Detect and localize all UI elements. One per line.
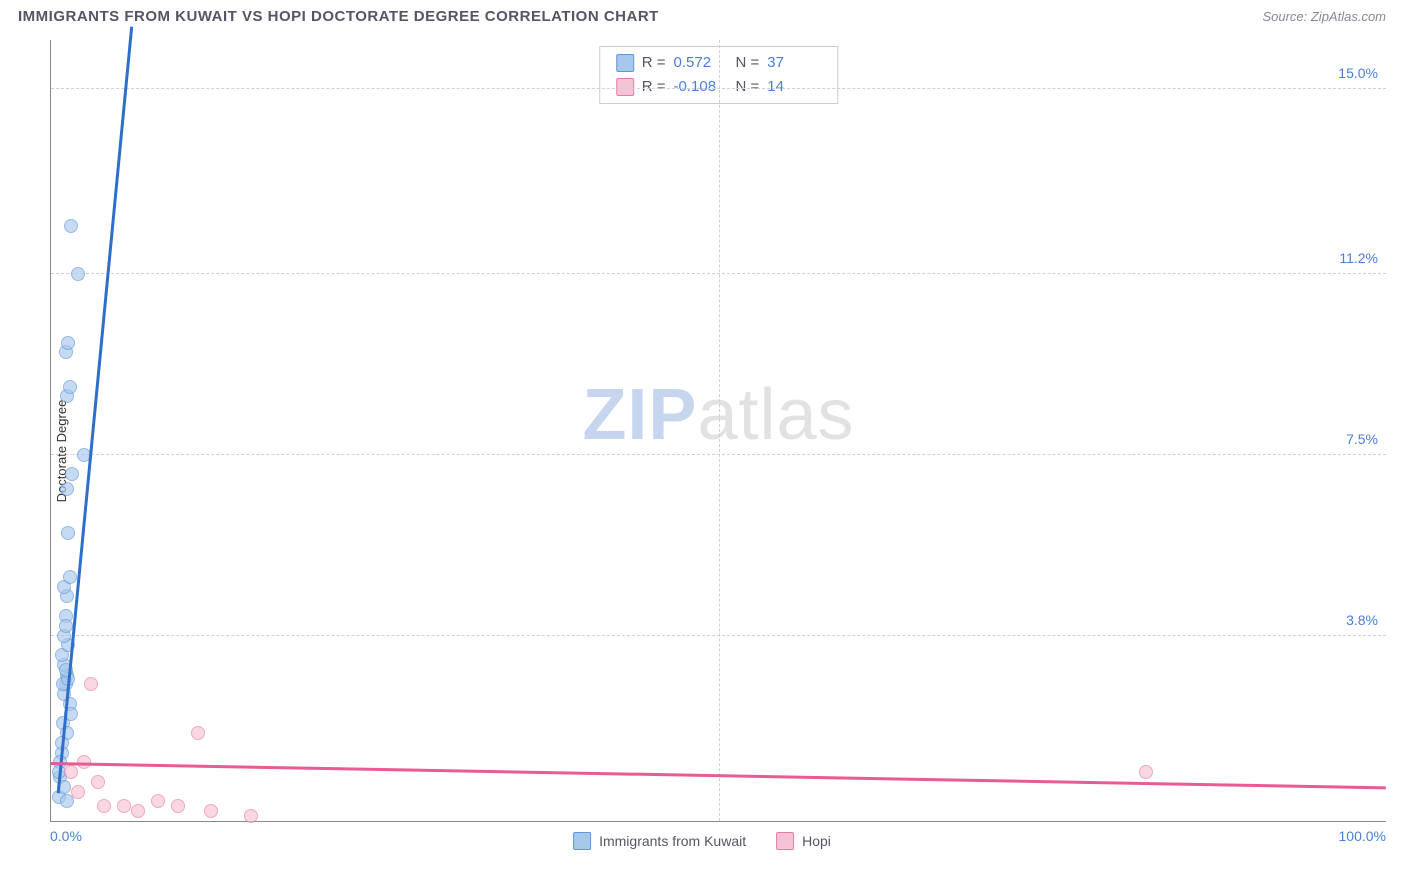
- data-point: [61, 336, 75, 350]
- series-swatch: [616, 54, 634, 72]
- y-tick-label: 3.8%: [1346, 612, 1378, 628]
- x-tick-label: 0.0%: [50, 828, 82, 844]
- data-point: [64, 765, 78, 779]
- series-legend: Immigrants from Kuwait Hopi: [573, 832, 831, 850]
- n-label: N =: [736, 51, 760, 75]
- data-point: [244, 809, 258, 823]
- data-point: [131, 804, 145, 818]
- data-point: [204, 804, 218, 818]
- legend-label: Immigrants from Kuwait: [599, 833, 746, 849]
- y-tick-label: 15.0%: [1338, 65, 1378, 81]
- data-point: [1139, 765, 1153, 779]
- plot-area: ZIPatlas R =0.572N =37R =-0.108N =14 3.8…: [50, 40, 1386, 822]
- chart-title: IMMIGRANTS FROM KUWAIT VS HOPI DOCTORATE…: [18, 8, 659, 25]
- data-point: [171, 799, 185, 813]
- data-point: [71, 267, 85, 281]
- r-label: R =: [642, 51, 666, 75]
- data-point: [117, 799, 131, 813]
- watermark-zip: ZIP: [582, 375, 697, 455]
- n-value: 37: [767, 51, 821, 75]
- data-point: [191, 726, 205, 740]
- source-attribution: Source: ZipAtlas.com: [1262, 9, 1386, 24]
- x-tick-label: 100.0%: [1339, 828, 1386, 844]
- gridline-v: [719, 40, 720, 821]
- data-point: [64, 219, 78, 233]
- y-tick-label: 11.2%: [1339, 250, 1378, 266]
- data-point: [71, 785, 85, 799]
- legend-item: Immigrants from Kuwait: [573, 832, 746, 850]
- data-point: [60, 482, 74, 496]
- data-point: [91, 775, 105, 789]
- data-point: [65, 467, 79, 481]
- chart-container: Doctorate Degree ZIPatlas R =0.572N =37R…: [18, 40, 1386, 862]
- watermark-atlas: atlas: [697, 375, 854, 455]
- chart-header: IMMIGRANTS FROM KUWAIT VS HOPI DOCTORATE…: [0, 0, 1406, 29]
- legend-swatch: [573, 832, 591, 850]
- data-point: [63, 380, 77, 394]
- legend-item: Hopi: [776, 832, 831, 850]
- data-point: [151, 794, 165, 808]
- y-tick-label: 7.5%: [1346, 431, 1378, 447]
- data-point: [61, 526, 75, 540]
- data-point: [59, 619, 73, 633]
- data-point: [97, 799, 111, 813]
- data-point: [63, 570, 77, 584]
- legend-swatch: [776, 832, 794, 850]
- legend-label: Hopi: [802, 833, 831, 849]
- data-point: [84, 677, 98, 691]
